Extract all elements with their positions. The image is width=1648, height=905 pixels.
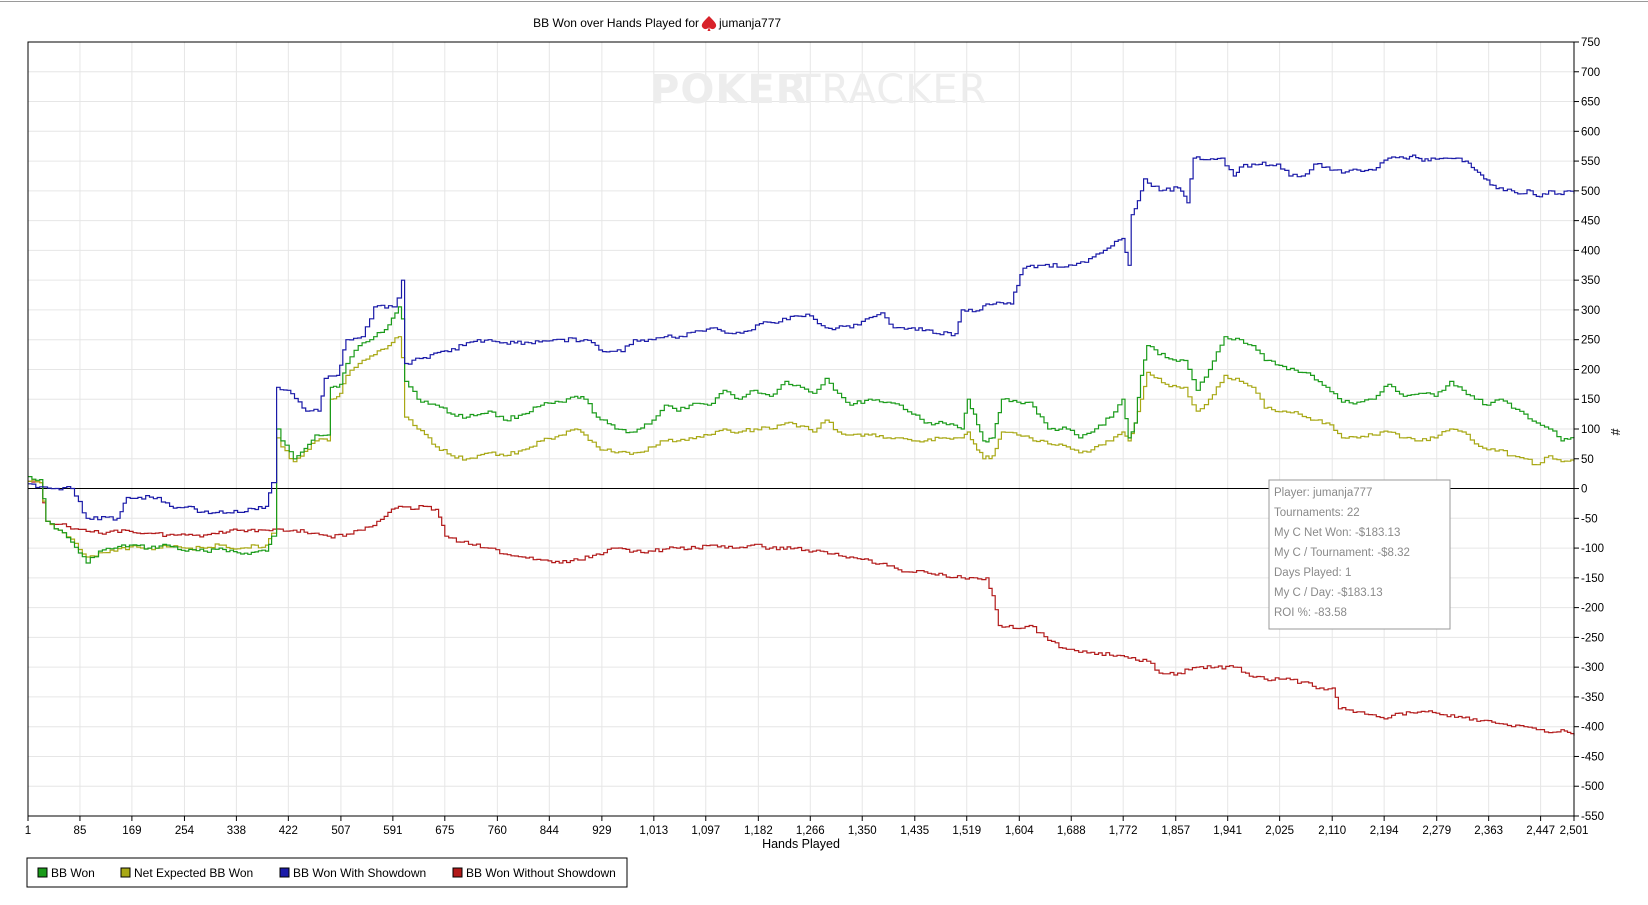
x-axis-label: Hands Played <box>762 837 840 851</box>
legend-swatch-without-showdown <box>452 867 463 878</box>
y-tick-label: 550 <box>1581 156 1600 168</box>
legend-item-with-showdown[interactable]: BB Won With Showdown <box>279 866 426 880</box>
x-tick-label: 338 <box>227 825 246 837</box>
y-tick-label: 50 <box>1581 454 1594 466</box>
x-axis-ticks: 1 85 169 254 338 422 507 591 675 760 844 929 1,013 1,… <box>25 816 1589 837</box>
x-tick-label: 1,941 <box>1213 825 1242 837</box>
y-tick-label: 700 <box>1581 67 1600 79</box>
legend-swatch-net-expected <box>120 867 131 878</box>
chart-title: BB Won over Hands Played for <box>533 16 699 30</box>
y-tick-label: 350 <box>1581 275 1600 287</box>
y-tick-label: 600 <box>1581 126 1600 138</box>
x-tick-label: 2,194 <box>1370 825 1399 837</box>
x-tick-label: 760 <box>488 825 507 837</box>
x-tick-label: 1,857 <box>1161 825 1190 837</box>
y-tick-label: 750 <box>1581 37 1600 49</box>
tooltip-per-tournament: My C / Tournament: -$8.32 <box>1274 547 1410 559</box>
legend-swatch-with-showdown <box>279 867 290 878</box>
y-tick-label: -50 <box>1581 513 1598 525</box>
x-tick-label: 1,772 <box>1109 825 1138 837</box>
plot-area: POKER TRACKER <box>27 41 1575 817</box>
legend-label-with-showdown: BB Won With Showdown <box>293 866 426 880</box>
y-tick-label: 150 <box>1581 394 1600 406</box>
x-tick-label: 675 <box>435 825 454 837</box>
x-tick-label: 422 <box>279 825 298 837</box>
y-tick-label: -450 <box>1581 751 1604 763</box>
tooltip-days-played: Days Played: 1 <box>1274 567 1351 579</box>
x-tick-label: 507 <box>331 825 350 837</box>
watermark-poker: POKER <box>650 67 807 113</box>
tooltip-net-won: My C Net Won: -$183.13 <box>1274 527 1400 539</box>
y-tick-label: -400 <box>1581 722 1604 734</box>
y-tick-label: -300 <box>1581 662 1604 674</box>
chart-title-player: jumanja777 <box>718 16 781 30</box>
x-tick-label: 1,604 <box>1005 825 1034 837</box>
y-tick-label: 250 <box>1581 335 1600 347</box>
x-tick-label: 1,013 <box>639 825 668 837</box>
x-tick-label: 1,182 <box>744 825 773 837</box>
series-line-2 <box>28 154 1575 521</box>
x-tick-label: 1,097 <box>691 825 720 837</box>
y-tick-label: -350 <box>1581 692 1604 704</box>
x-tick-label: 2,363 <box>1474 825 1503 837</box>
x-tick-label: 1,266 <box>796 825 825 837</box>
legend-label-net-expected: Net Expected BB Won <box>134 866 253 880</box>
legend-item-without-showdown[interactable]: BB Won Without Showdown <box>452 866 616 880</box>
x-tick-label: 1 <box>25 825 31 837</box>
y-tick-label: -150 <box>1581 573 1604 585</box>
x-tick-label: 1,350 <box>848 825 877 837</box>
x-tick-label: 591 <box>383 825 402 837</box>
legend-swatch-bb-won <box>37 867 48 878</box>
y-tick-label: 100 <box>1581 424 1600 436</box>
series-lines <box>28 154 1575 736</box>
watermark: POKER TRACKER <box>650 67 988 113</box>
tooltip-box <box>1268 479 1451 630</box>
x-tick-label: 2,501 <box>1560 825 1589 837</box>
y-axis-label: # <box>1608 429 1622 436</box>
x-tick-label: 2,447 <box>1526 825 1555 837</box>
x-tick-label: 254 <box>175 825 195 837</box>
tooltip-per-day: My C / Day: -$183.13 <box>1274 587 1383 599</box>
x-tick-label: 1,688 <box>1057 825 1086 837</box>
y-axis-ticks: 7507006506005505004504003503002502001501… <box>1574 37 1604 823</box>
series-line-1 <box>28 336 1575 558</box>
x-tick-label: 2,279 <box>1422 825 1451 837</box>
y-tick-label: -500 <box>1581 781 1604 793</box>
tooltip-tournaments: Tournaments: 22 <box>1274 507 1360 519</box>
y-tick-label: 400 <box>1581 245 1600 257</box>
series-line-3 <box>28 480 1575 736</box>
x-tick-label: 169 <box>122 825 141 837</box>
y-tick-label: 0 <box>1581 484 1587 496</box>
stats-tooltip: Player: jumanja777 Tournaments: 22 My C … <box>1268 479 1451 630</box>
x-tick-label: 2,110 <box>1318 825 1346 837</box>
legend-label-bb-won: BB Won <box>51 866 95 880</box>
legend-item-bb-won[interactable]: BB Won <box>37 866 95 880</box>
y-tick-label: -200 <box>1581 603 1604 615</box>
legend-label-without-showdown: BB Won Without Showdown <box>466 866 616 880</box>
series-line-0 <box>28 306 1575 564</box>
y-tick-label: -250 <box>1581 632 1604 644</box>
y-tick-label: 200 <box>1581 364 1600 376</box>
y-tick-label: -550 <box>1581 811 1604 823</box>
y-tick-label: 300 <box>1581 305 1600 317</box>
y-tick-label: 450 <box>1581 216 1600 228</box>
x-tick-label: 1,435 <box>900 825 929 837</box>
legend-item-net-expected[interactable]: Net Expected BB Won <box>120 866 253 880</box>
x-tick-label: 85 <box>74 825 87 837</box>
tooltip-player: Player: jumanja777 <box>1274 487 1372 499</box>
x-tick-label: 929 <box>592 825 611 837</box>
y-tick-label: 650 <box>1581 97 1600 109</box>
tooltip-roi: ROI %: -83.58 <box>1274 607 1347 619</box>
legend: BB Won Net Expected BB Won BB Won With S… <box>26 857 628 888</box>
watermark-tracker: TRACKER <box>795 67 988 113</box>
spade-icon <box>701 16 717 31</box>
x-tick-label: 2,025 <box>1265 825 1294 837</box>
y-tick-label: -100 <box>1581 543 1604 555</box>
y-tick-label: 500 <box>1581 186 1600 198</box>
x-tick-label: 844 <box>540 825 560 837</box>
x-tick-label: 1,519 <box>952 825 981 837</box>
